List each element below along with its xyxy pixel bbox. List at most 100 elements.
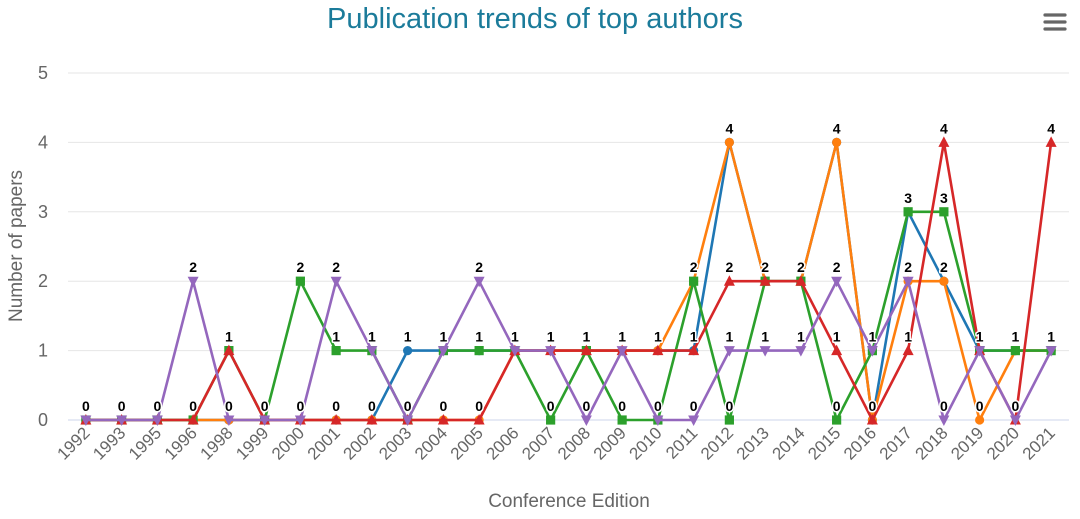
data-point-square[interactable]	[331, 346, 341, 356]
data-point-triangle-up[interactable]	[223, 344, 235, 356]
data-label: 0	[261, 398, 269, 414]
data-point-triangle-up[interactable]	[902, 344, 914, 356]
data-point-triangle-down[interactable]	[402, 415, 414, 427]
data-point-triangle-down[interactable]	[80, 415, 92, 427]
data-point-square[interactable]	[617, 415, 627, 425]
data-point-triangle-down[interactable]	[187, 276, 199, 288]
data-point-triangle-down[interactable]	[151, 415, 163, 427]
data-point-square[interactable]	[724, 415, 734, 425]
data-point-triangle-up[interactable]	[938, 136, 950, 147]
data-label: 1	[368, 329, 376, 345]
data-point-triangle-up[interactable]	[473, 414, 485, 425]
data-point-triangle-down[interactable]	[866, 346, 878, 357]
data-point-triangle-down[interactable]	[723, 346, 735, 357]
data-point-triangle-up[interactable]	[795, 275, 807, 286]
data-point-triangle-down[interactable]	[509, 346, 521, 357]
data-point-triangle-down[interactable]	[473, 276, 485, 288]
data-label: 2	[833, 259, 841, 275]
data-point-circle[interactable]	[724, 137, 734, 147]
data-point-triangle-up[interactable]	[688, 344, 700, 356]
x-tick-label: 2004	[411, 423, 451, 463]
data-point-triangle-up[interactable]	[652, 344, 664, 356]
data-point-square[interactable]	[1010, 346, 1020, 356]
data-point-square[interactable]	[546, 415, 556, 425]
data-point-triangle-down[interactable]	[652, 415, 664, 427]
data-label: 4	[725, 120, 733, 136]
y-tick-label: 3	[38, 202, 48, 222]
data-point-triangle-up[interactable]	[187, 414, 199, 425]
x-tick-label: 2010	[626, 423, 666, 463]
series-3	[81, 207, 1056, 425]
data-label: 2	[690, 259, 698, 275]
data-label: 1	[976, 329, 984, 345]
data-point-square[interactable]	[689, 276, 699, 286]
data-label: 1	[547, 329, 555, 345]
data-label: 4	[940, 120, 948, 136]
data-point-triangle-down[interactable]	[688, 415, 700, 427]
data-point-triangle-down[interactable]	[616, 346, 628, 357]
data-point-triangle-up[interactable]	[866, 414, 878, 425]
data-point-triangle-down[interactable]	[437, 346, 449, 357]
data-point-circle[interactable]	[975, 415, 985, 425]
data-point-triangle-down[interactable]	[759, 346, 771, 357]
x-tick-label: 1993	[89, 423, 129, 463]
series-line[interactable]	[85, 141, 1053, 422]
data-label: 1	[475, 329, 483, 345]
data-point-circle[interactable]	[832, 137, 842, 147]
data-point-triangle-down[interactable]	[366, 346, 378, 357]
data-point-triangle-up[interactable]	[759, 275, 771, 286]
data-point-triangle-up[interactable]	[437, 414, 449, 425]
y-tick-label: 0	[38, 410, 48, 430]
data-point-triangle-down[interactable]	[294, 415, 306, 427]
data-point-triangle-down[interactable]	[1045, 346, 1057, 357]
series-group	[80, 136, 1057, 427]
data-label: 1	[761, 329, 769, 345]
data-point-triangle-down[interactable]	[1009, 415, 1021, 427]
y-tick-label: 5	[38, 63, 48, 83]
data-point-triangle-down[interactable]	[974, 346, 986, 357]
data-point-triangle-down[interactable]	[545, 346, 557, 357]
data-label: 0	[404, 398, 412, 414]
data-point-square[interactable]	[903, 207, 913, 217]
x-tick-label: 2014	[769, 423, 809, 463]
data-point-triangle-up[interactable]	[723, 275, 735, 286]
x-tick-label: 2009	[590, 423, 630, 463]
data-point-square[interactable]	[939, 207, 949, 217]
data-point-triangle-up[interactable]	[366, 414, 378, 425]
x-tick-label: 2012	[697, 423, 737, 463]
x-tick-label: 1996	[161, 423, 201, 463]
data-point-triangle-up[interactable]	[1045, 136, 1057, 147]
x-tick-label: 2003	[375, 423, 415, 463]
data-label: 3	[904, 190, 912, 206]
data-point-circle[interactable]	[403, 346, 413, 356]
data-label: 0	[153, 398, 161, 414]
data-label: 1	[904, 329, 912, 345]
series-line[interactable]	[85, 210, 1052, 422]
x-tick-label: 2019	[947, 423, 987, 463]
data-point-triangle-down[interactable]	[223, 415, 235, 427]
data-point-triangle-down[interactable]	[580, 415, 592, 427]
data-point-square[interactable]	[474, 346, 484, 356]
series-line[interactable]	[85, 279, 1053, 422]
x-tick-label: 2002	[340, 423, 380, 463]
data-point-triangle-down[interactable]	[795, 346, 807, 357]
data-point-triangle-up[interactable]	[330, 414, 342, 425]
data-point-triangle-down[interactable]	[116, 415, 128, 427]
data-point-circle[interactable]	[939, 276, 949, 286]
data-point-triangle-up[interactable]	[831, 344, 843, 356]
data-point-triangle-up[interactable]	[580, 344, 592, 356]
x-tick-label: 2016	[840, 423, 880, 463]
data-label: 2	[797, 259, 805, 275]
data-point-square[interactable]	[295, 276, 305, 286]
data-point-triangle-down[interactable]	[330, 276, 342, 288]
data-point-triangle-down[interactable]	[831, 276, 843, 288]
data-point-triangle-down[interactable]	[259, 415, 271, 427]
x-tick-label: 2013	[733, 423, 773, 463]
hamburger-menu-icon[interactable]	[1036, 8, 1074, 36]
data-label: 2	[475, 259, 483, 275]
data-point-triangle-down[interactable]	[938, 415, 950, 427]
data-point-square[interactable]	[832, 415, 842, 425]
data-label: 0	[475, 398, 483, 414]
data-point-triangle-down[interactable]	[902, 276, 914, 288]
